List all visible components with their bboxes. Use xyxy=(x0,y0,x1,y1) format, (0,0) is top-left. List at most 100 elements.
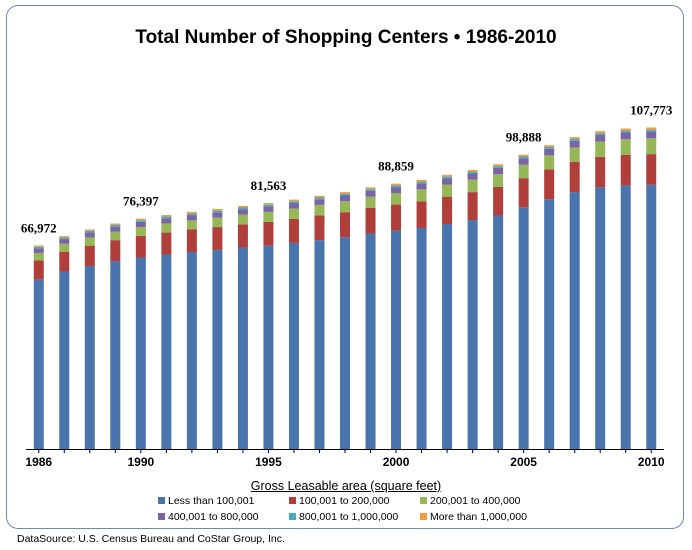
data-source-note: DataSource: U.S. Census Bureau and CoSta… xyxy=(17,533,285,545)
bar-1999-series-3 xyxy=(365,196,376,208)
bar-1991-series-5 xyxy=(161,216,172,219)
bar-2009-series-3 xyxy=(620,139,631,155)
bar-2007-series-2 xyxy=(569,162,580,193)
bar-1993-series-4 xyxy=(212,212,223,218)
bar-1993-series-6 xyxy=(212,209,223,211)
bar-2001-series-6 xyxy=(416,179,427,182)
data-label-2000: 88,859 xyxy=(378,159,414,174)
bar-1989-series-1 xyxy=(110,261,121,449)
x-tick-label-2000: 2000 xyxy=(383,455,410,469)
bar-1991-series-4 xyxy=(161,218,172,224)
bar-2009-series-4 xyxy=(620,132,631,140)
x-tick-label-1995: 1995 xyxy=(255,455,282,469)
bar-2007-series-1 xyxy=(569,192,580,449)
bar-2000-series-3 xyxy=(391,193,402,205)
bar-2002-series-2 xyxy=(442,196,453,225)
bar-1990-series-3 xyxy=(135,227,146,236)
bar-2008-series-3 xyxy=(595,141,606,157)
x-tick-label-1990: 1990 xyxy=(127,455,154,469)
bar-1996-series-6 xyxy=(288,199,299,202)
bar-2006-series-4 xyxy=(544,148,555,156)
bar-1993-series-1 xyxy=(212,249,223,449)
bar-2006-series-6 xyxy=(544,145,555,147)
bar-1987-series-6 xyxy=(59,236,70,238)
bar-1988-series-6 xyxy=(84,229,95,231)
bar-2001-series-2 xyxy=(416,201,427,228)
bar-2005-series-4 xyxy=(518,158,529,165)
bar-1995-series-2 xyxy=(263,221,274,246)
bar-1986-series-2 xyxy=(33,260,44,280)
bar-1994-series-3 xyxy=(237,214,248,225)
bar-2003-series-3 xyxy=(467,179,478,193)
x-axis-label: Gross Leasable area (square feet) xyxy=(250,479,442,493)
bar-1994-series-6 xyxy=(237,205,248,208)
bar-2008-series-2 xyxy=(595,156,606,188)
x-tick-label-1986: 1986 xyxy=(25,455,52,469)
bar-1989-series-5 xyxy=(110,225,121,227)
data-label-2005: 98,888 xyxy=(506,130,542,145)
legend-label: Less than 100,001 xyxy=(168,495,255,507)
bar-2009-series-5 xyxy=(620,130,631,133)
bar-1994-series-5 xyxy=(237,207,248,210)
bar-1987-series-5 xyxy=(59,237,70,240)
bar-2003-series-6 xyxy=(467,169,478,172)
bar-2001-series-1 xyxy=(416,228,427,449)
bar-1989-series-2 xyxy=(110,240,121,262)
bar-1996-series-5 xyxy=(288,201,299,203)
bar-2001-series-5 xyxy=(416,181,427,184)
bar-1996-series-1 xyxy=(288,242,299,449)
bar-2007-series-4 xyxy=(569,140,580,148)
legend-item-2: 100,001 to 200,000 xyxy=(289,495,390,507)
data-label-1995: 81,563 xyxy=(251,178,287,193)
legend-swatch xyxy=(158,513,165,520)
legend-item-3: 200,001 to 400,000 xyxy=(420,495,521,507)
bar-2006-series-2 xyxy=(544,169,555,200)
bar-2001-series-4 xyxy=(416,183,427,190)
bar-2010-series-6 xyxy=(646,127,657,130)
bar-1986-series-3 xyxy=(33,252,44,261)
bar-2004-series-5 xyxy=(493,166,504,168)
bar-2010-series-5 xyxy=(646,129,657,132)
bar-2007-series-5 xyxy=(569,138,580,141)
bar-1993-series-3 xyxy=(212,217,223,228)
legend-swatch xyxy=(289,513,296,520)
bar-1988-series-5 xyxy=(84,230,95,233)
bar-1999-series-4 xyxy=(365,190,376,197)
bar-2006-series-1 xyxy=(544,199,555,449)
bar-2002-series-3 xyxy=(442,184,453,197)
bar-1998-series-1 xyxy=(340,237,350,449)
bar-1997-series-1 xyxy=(314,240,325,449)
bar-1986-series-1 xyxy=(33,279,44,449)
bar-1991-series-1 xyxy=(161,254,172,449)
bar-1995-series-3 xyxy=(263,211,274,222)
legend-label: More than 1,000,000 xyxy=(430,511,527,523)
bar-2004-series-3 xyxy=(493,174,504,187)
bar-1988-series-2 xyxy=(84,245,95,266)
bar-2000-series-5 xyxy=(391,185,402,188)
bar-1997-series-4 xyxy=(314,199,325,205)
bar-1991-series-6 xyxy=(161,214,172,217)
bar-2002-series-6 xyxy=(442,174,453,177)
bar-1997-series-6 xyxy=(314,195,325,198)
bar-1992-series-3 xyxy=(186,220,197,230)
bar-1989-series-3 xyxy=(110,231,121,241)
bar-2005-series-5 xyxy=(518,156,529,159)
bar-2008-series-6 xyxy=(595,131,606,134)
bar-1995-series-4 xyxy=(263,206,274,212)
bar-1997-series-5 xyxy=(314,197,325,200)
bar-1992-series-5 xyxy=(186,213,197,216)
bar-1998-series-5 xyxy=(340,193,350,196)
legend-label: 400,001 to 800,000 xyxy=(168,511,259,523)
data-label-1986: 66,972 xyxy=(21,220,57,235)
bar-1999-series-6 xyxy=(365,187,376,190)
bar-1988-series-1 xyxy=(84,266,95,449)
bar-1994-series-2 xyxy=(237,224,248,248)
bar-2004-series-4 xyxy=(493,167,504,175)
bar-1987-series-4 xyxy=(59,239,70,244)
data-label-1990: 76,397 xyxy=(123,194,159,209)
bar-1986-series-5 xyxy=(33,246,44,249)
legend-swatch xyxy=(158,497,165,504)
bar-1999-series-1 xyxy=(365,233,376,449)
data-label-2010: 107,773 xyxy=(630,102,673,117)
bar-2008-series-5 xyxy=(595,133,606,136)
